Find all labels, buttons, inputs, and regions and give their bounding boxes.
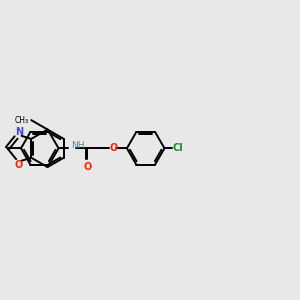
Text: CH₃: CH₃: [14, 116, 28, 124]
Text: NH: NH: [71, 141, 84, 150]
Text: O: O: [110, 143, 118, 153]
Text: Cl: Cl: [173, 143, 183, 153]
Text: O: O: [83, 162, 92, 172]
Text: O: O: [15, 160, 23, 170]
Text: N: N: [15, 127, 23, 137]
